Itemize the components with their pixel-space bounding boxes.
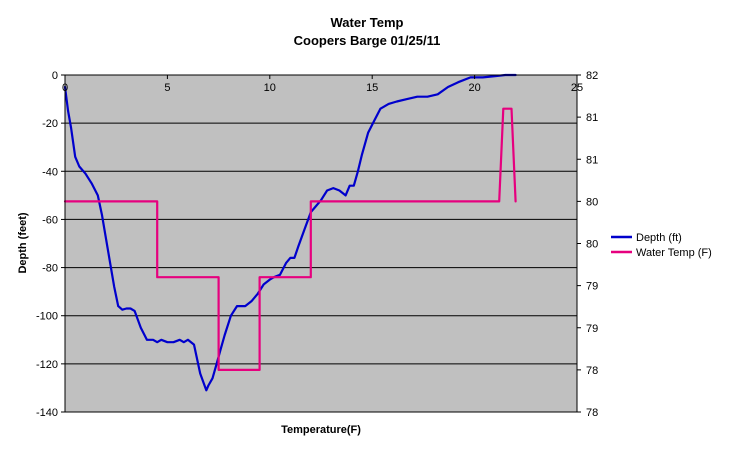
plot-area [65,75,577,412]
series-line-water-temp [63,107,517,371]
y2-tick-label: 78 [586,365,598,377]
x-axis-title: Temperature(F) [281,424,361,436]
y-tick-label: -40 [42,166,58,178]
chart-title: Water Temp [331,15,404,30]
y-tick-label: -60 [42,214,58,226]
y2-tick-label: 81 [586,154,598,166]
y-tick-label: -20 [42,118,58,130]
y2-tick-label: 79 [586,323,598,335]
x-tick-label: 0 [62,82,68,94]
series-line-depth [63,73,517,392]
y-tick-label: -100 [36,311,58,323]
y2-tick-label: 79 [586,281,598,293]
x-tick-label: 25 [571,82,583,94]
y2-tick-label: 80 [586,239,598,251]
x-tick-label: 10 [264,82,276,94]
y-tick-label: -120 [36,359,58,371]
y2-tick-label: 80 [586,196,598,208]
legend: Depth (ft) Water Temp (F) [611,232,712,259]
gridlines [65,122,577,365]
legend-label-depth: Depth (ft) [636,232,682,244]
y2-tick-label: 82 [586,70,598,82]
y2-tick-label: 81 [586,112,598,124]
series-layer [63,73,517,392]
y-tick-label: -80 [42,263,58,275]
legend-label-water-temp: Water Temp (F) [636,247,712,259]
x-tick-label: 5 [164,82,170,94]
x-tick-label: 15 [366,82,378,94]
y-tick-label: 0 [52,70,58,82]
chart-subtitle: Coopers Barge 01/25/11 [294,33,441,48]
y-axis-title: Depth (feet) [17,212,29,273]
y-tick-label: -140 [36,407,58,419]
y2-tick-label: 78 [586,407,598,419]
x-tick-label: 20 [468,82,480,94]
